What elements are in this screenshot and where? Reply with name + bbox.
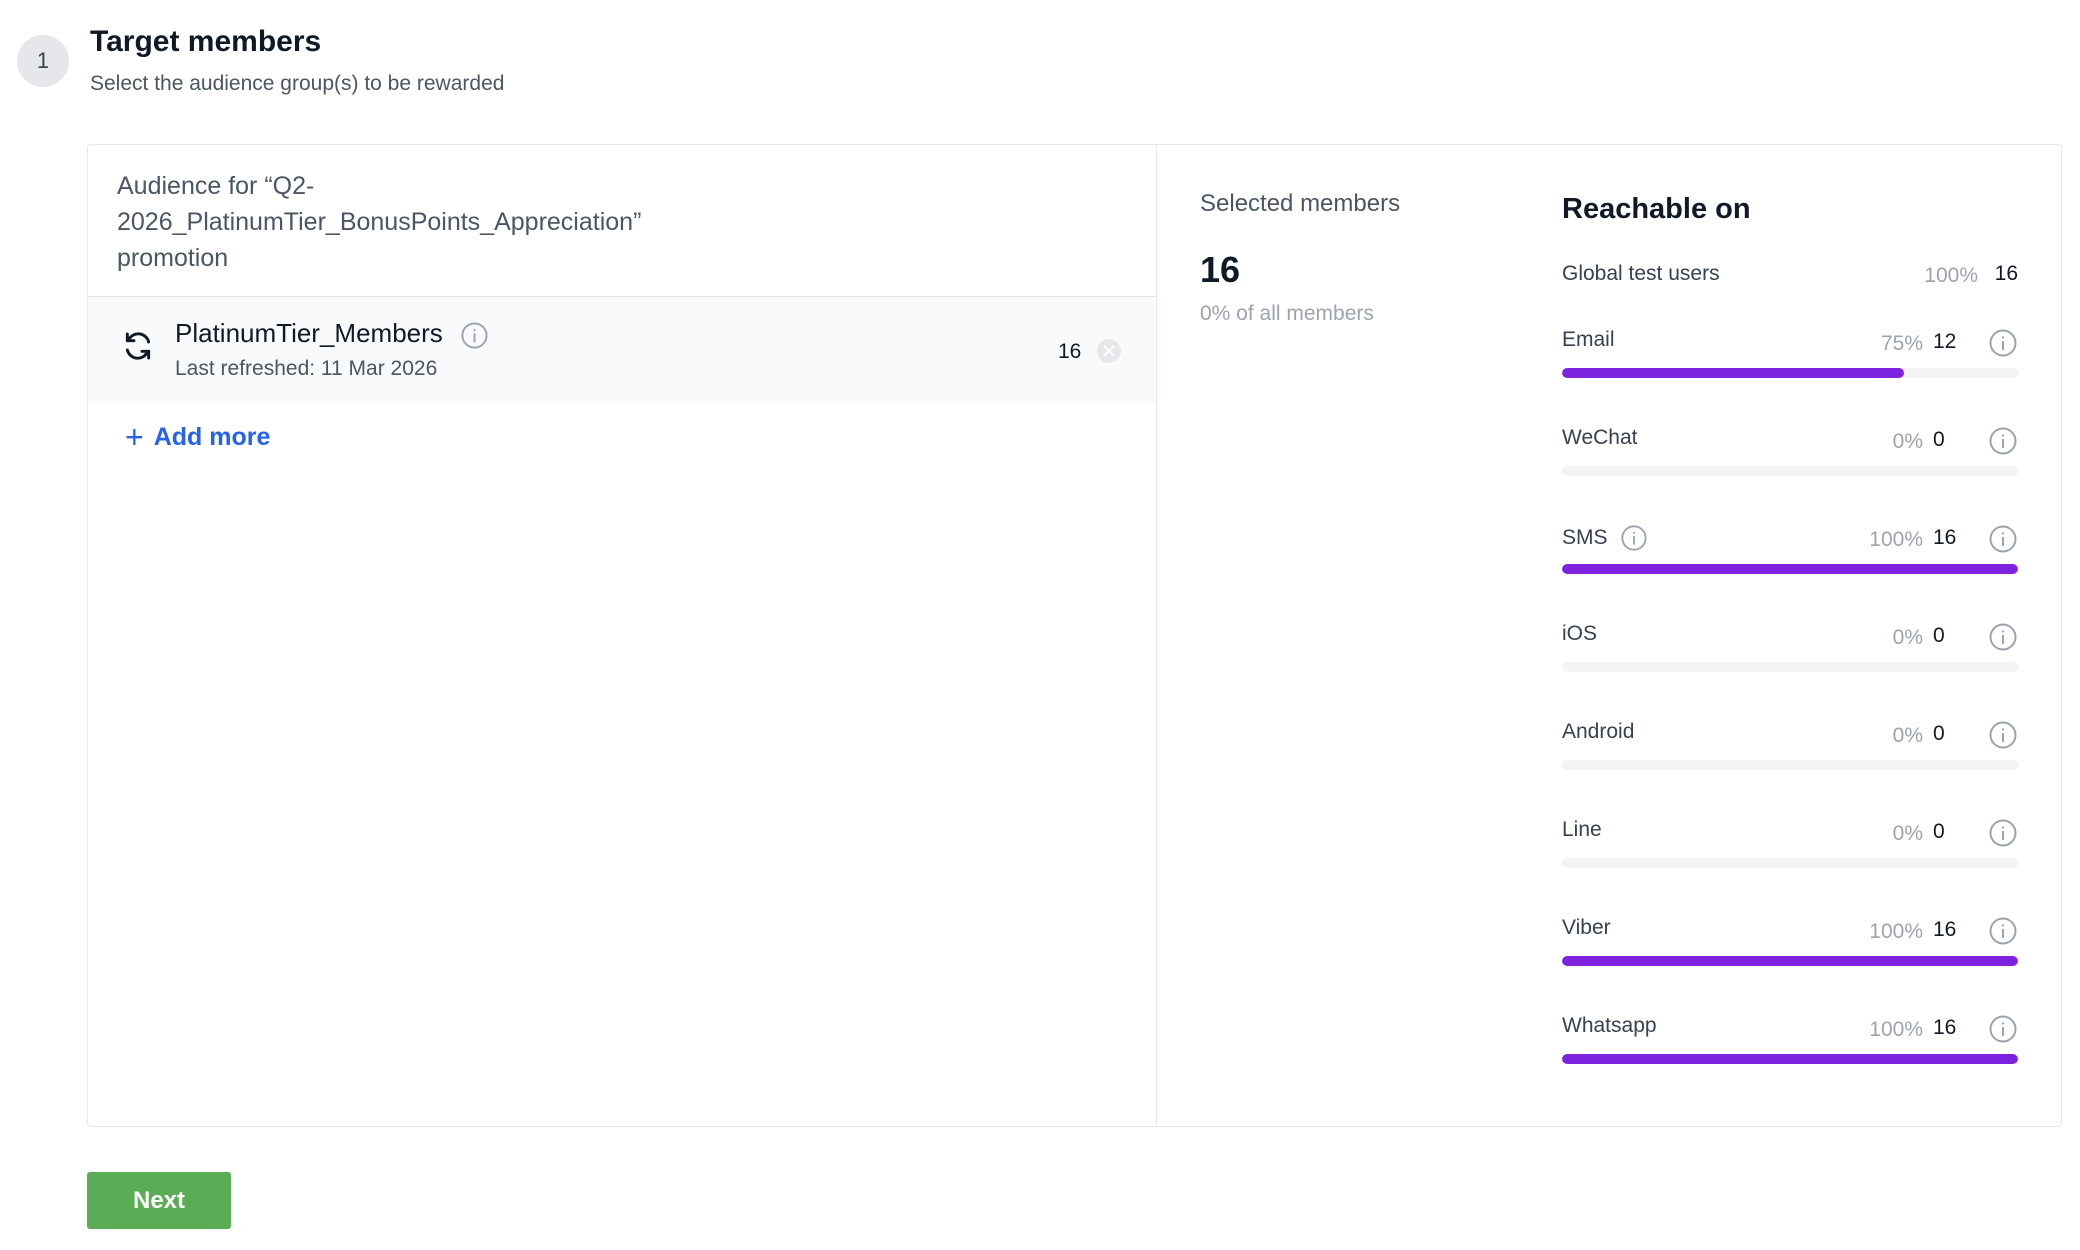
channel-label: Line <box>1562 818 1602 841</box>
info-icon[interactable] <box>1988 524 2018 554</box>
channel-progress-fill <box>1562 1054 2018 1064</box>
audience-row: PlatinumTier_Members Last refreshed: 11 … <box>88 297 1156 403</box>
channel-percent: 100% <box>1869 528 1923 551</box>
channel-progress-bar <box>1562 956 2018 966</box>
info-icon[interactable] <box>1988 328 2018 358</box>
channel-name: Email <box>1562 328 1615 352</box>
info-icon[interactable] <box>1988 818 2018 848</box>
audience-title: Audience for “Q2-2026_PlatinumTier_Bonus… <box>117 172 642 272</box>
channel-name: Android <box>1562 720 1634 744</box>
channel-percent: 0% <box>1892 822 1923 845</box>
channel-progress-bar <box>1562 466 2018 476</box>
channel-progress-bar <box>1562 662 2018 672</box>
info-icon[interactable] <box>460 321 489 350</box>
info-icon[interactable] <box>1988 1014 2018 1044</box>
step-subtitle: Select the audience group(s) to be rewar… <box>90 72 505 95</box>
step-number-badge: 1 <box>17 35 69 87</box>
next-button[interactable]: Next <box>87 1172 231 1229</box>
info-icon[interactable] <box>1988 720 2018 750</box>
channel-percent: 100% <box>1869 920 1923 943</box>
plus-icon: + <box>125 419 144 455</box>
selected-members-percent: 0% of all members <box>1200 302 1374 325</box>
channel-progress-fill <box>1562 368 1904 378</box>
channel-row-wechat: WeChat 0% 0 <box>1562 426 2018 486</box>
channel-progress-bar <box>1562 858 2018 868</box>
channel-count: 0 <box>1933 624 1945 647</box>
channel-count: 12 <box>1933 330 1957 353</box>
audience-name: PlatinumTier_Members <box>175 318 443 348</box>
audience-pane: Audience for “Q2-2026_PlatinumTier_Bonus… <box>88 145 1157 1126</box>
global-test-users-label: Global test users <box>1562 262 1720 285</box>
channel-row-viber: Viber 100% 16 <box>1562 916 2018 976</box>
add-more-label: Add more <box>153 422 271 451</box>
channel-progress-bar <box>1562 564 2018 574</box>
channel-row-sms: SMS 100% 16 <box>1562 524 2018 584</box>
channel-row-ios: iOS 0% 0 <box>1562 622 2018 682</box>
channel-name: Whatsapp <box>1562 1014 1657 1038</box>
channel-count: 0 <box>1933 820 1945 843</box>
channel-name: WeChat <box>1562 426 1637 450</box>
channel-count: 16 <box>1933 1016 1957 1039</box>
channel-label: Android <box>1562 720 1635 743</box>
channel-progress-bar <box>1562 760 2018 770</box>
channel-label: iOS <box>1562 622 1598 645</box>
info-icon[interactable] <box>1988 426 2018 456</box>
global-test-users-count: 16 <box>1994 262 2018 285</box>
channel-progress-fill <box>1562 564 2018 574</box>
channel-row-line: Line 0% 0 <box>1562 818 2018 878</box>
audience-count: 16 <box>1058 340 1082 363</box>
channel-percent: 0% <box>1892 430 1923 453</box>
global-test-users-percent: 100% <box>1924 264 1978 287</box>
info-icon[interactable] <box>1988 622 2018 652</box>
channel-percent: 0% <box>1892 724 1923 747</box>
info-icon[interactable] <box>1620 524 1648 552</box>
channel-label: Whatsapp <box>1562 1014 1657 1037</box>
refresh-icon[interactable] <box>122 330 154 362</box>
audience-card: Audience for “Q2-2026_PlatinumTier_Bonus… <box>87 144 2062 1127</box>
selected-members-label: Selected members <box>1200 190 1401 217</box>
info-icon[interactable] <box>1988 916 2018 946</box>
channel-count: 16 <box>1933 918 1957 941</box>
channel-label: Viber <box>1562 916 1611 939</box>
channel-label: Email <box>1562 328 1615 351</box>
reachable-title: Reachable on <box>1562 193 1751 225</box>
channel-count: 0 <box>1933 722 1945 745</box>
channel-percent: 0% <box>1892 626 1923 649</box>
remove-circle-icon[interactable] <box>1096 338 1122 364</box>
channel-label: WeChat <box>1562 426 1638 449</box>
channel-percent: 100% <box>1869 1018 1923 1041</box>
channel-name: Line <box>1562 818 1602 842</box>
channel-percent: 75% <box>1880 332 1923 355</box>
channel-progress-fill <box>1562 956 2018 966</box>
channel-row-email: Email 75% 12 <box>1562 328 2018 388</box>
step-title: Target members <box>90 25 322 58</box>
channel-count: 16 <box>1933 526 1957 549</box>
channel-name: Viber <box>1562 916 1611 940</box>
selected-members-count: 16 <box>1200 249 1241 290</box>
audience-last-refreshed: Last refreshed: 11 Mar 2026 <box>175 357 438 380</box>
channel-row-android: Android 0% 0 <box>1562 720 2018 780</box>
channel-row-whatsapp: Whatsapp 100% 16 <box>1562 1014 2018 1074</box>
channel-progress-bar <box>1562 1054 2018 1064</box>
add-more-button[interactable]: + Add more <box>125 421 270 453</box>
channel-label: SMS <box>1562 526 1608 549</box>
channel-name: iOS <box>1562 622 1597 646</box>
channel-name: SMS <box>1562 524 1648 552</box>
global-test-users-row: Global test users 100% 16 <box>1562 262 2018 292</box>
audience-divider <box>88 296 1156 298</box>
channel-progress-bar <box>1562 368 2018 378</box>
channel-count: 0 <box>1933 428 1945 451</box>
